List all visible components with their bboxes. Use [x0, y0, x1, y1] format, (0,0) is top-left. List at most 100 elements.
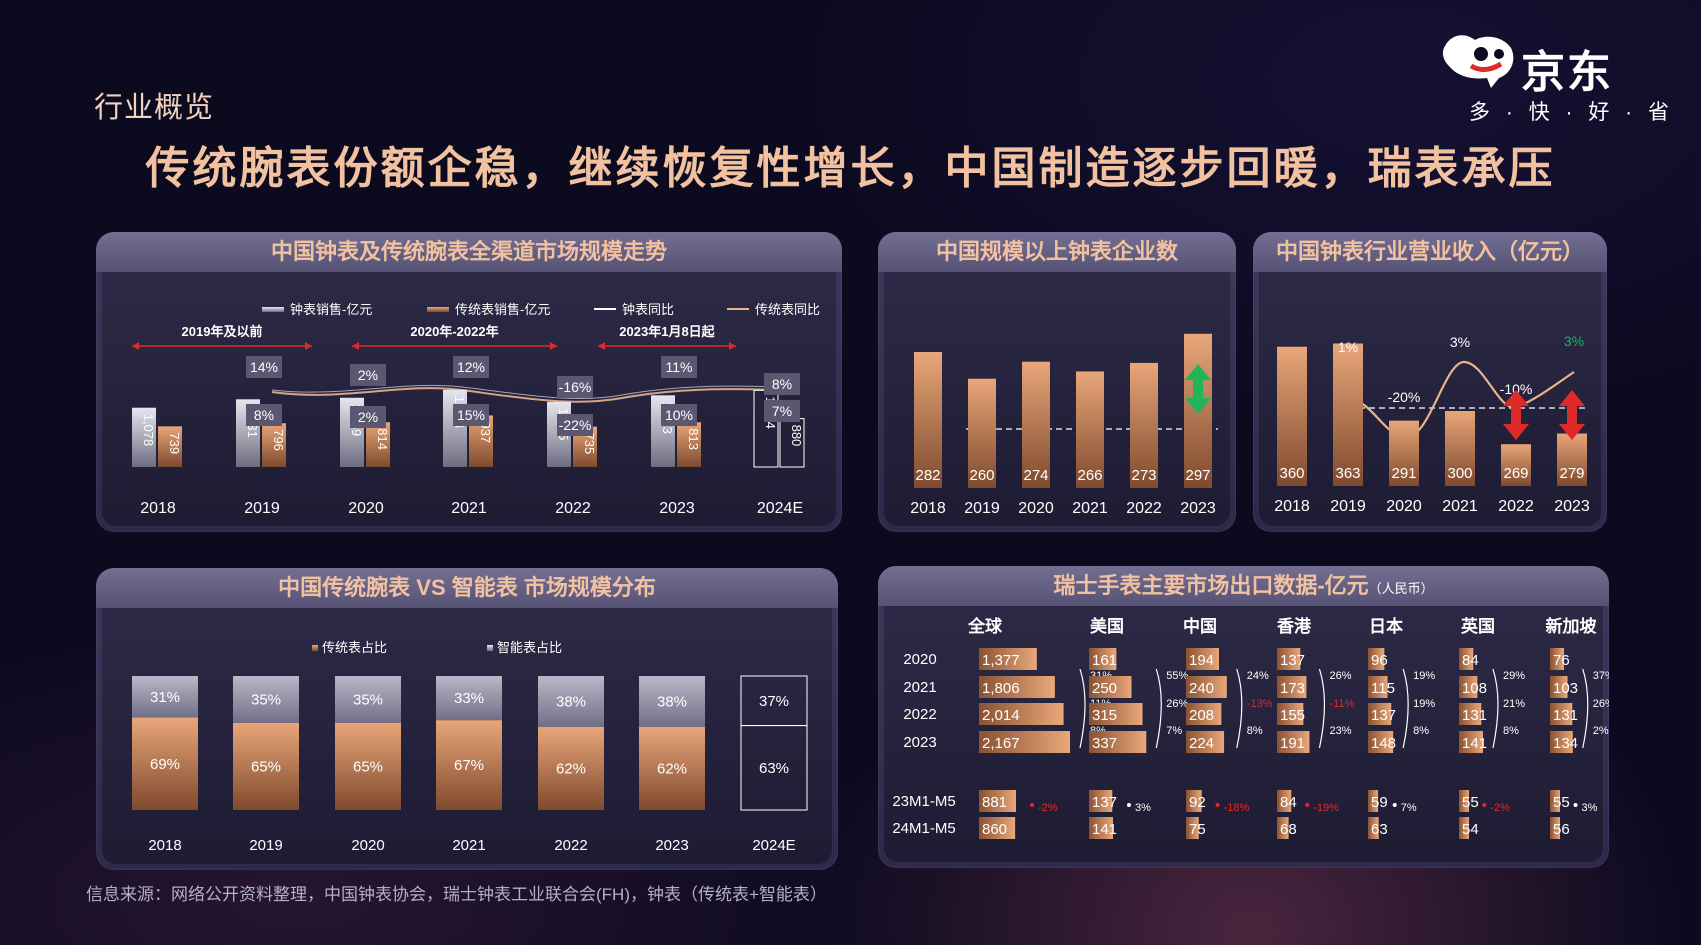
period-value-3-0: 84	[1280, 794, 1297, 811]
enterprises-title: 中国规模以上钟表企业数	[878, 232, 1236, 272]
bar-enterprises-2019	[968, 378, 996, 488]
yoy-box-traditional-1	[246, 404, 282, 426]
swiss-export-chart: 全球 美国 中国 香港 日本 英国 新加坡 2020 2021 2022 2023 23M1-M5 24…	[892, 616, 1609, 839]
yoy-traditional-2024E: 7%	[772, 403, 792, 419]
growth-bracket-4	[1402, 668, 1409, 749]
x-label-2020: 2020	[1386, 498, 1422, 515]
period-bar-4-0	[1368, 790, 1379, 812]
value-5-0: 84	[1462, 652, 1479, 669]
bar-revenue-2021	[1445, 411, 1475, 486]
jd-slogan: 多 · 快 · 好 · 省	[1469, 101, 1674, 124]
bar-4-3	[1368, 731, 1394, 753]
yoy-label-1: -20%	[1388, 389, 1421, 405]
market-header-1: 美国	[1090, 616, 1124, 636]
bar-enterprises-2018	[914, 352, 942, 488]
x-label-2019: 2019	[1330, 498, 1366, 515]
period-value-0-1: 860	[982, 821, 1007, 838]
yoy-box-clock-1	[246, 356, 282, 378]
market-size-chart: 钟表销售-亿元 传统表销售-亿元 钟表同比 传统表同比 2019年及以前 2020年-20…	[132, 302, 820, 517]
x-label-2022: 2022	[1126, 500, 1162, 517]
bar-5-0	[1459, 648, 1474, 670]
period-growth-dot-3	[1305, 803, 1310, 807]
growth-bracket-5	[1492, 668, 1499, 749]
bar-3-3	[1277, 731, 1310, 753]
x-label-2018: 2018	[148, 837, 181, 854]
value-5-3: 141	[1462, 735, 1487, 752]
bar-4-1	[1368, 676, 1388, 698]
growth-bracket-6	[1582, 668, 1589, 749]
bar-2-2	[1186, 703, 1222, 725]
red-up-down-arrow-icon-1	[1559, 390, 1585, 440]
period-bar-1-1	[1089, 817, 1113, 839]
year-label-2021: 2021	[903, 679, 936, 696]
label-smart-2019: 35%	[251, 691, 281, 708]
bar-clock-2018	[132, 407, 156, 467]
value-2-1: 240	[1189, 680, 1214, 697]
yoy-traditional-2023: 10%	[665, 407, 693, 423]
legend-label-1: 智能表占比	[497, 640, 562, 655]
label-smart-2023: 38%	[657, 693, 687, 710]
bar-value-2023: 297	[1185, 467, 1210, 484]
growth-3-0: 26%	[1329, 670, 1351, 682]
period-bar-0-1	[979, 817, 1016, 839]
value-3-0: 137	[1280, 652, 1305, 669]
green-up-down-arrow-icon	[1185, 364, 1211, 414]
growth-bracket-3	[1318, 668, 1326, 749]
value-4-2: 137	[1371, 707, 1396, 724]
market-header-4: 日本	[1369, 616, 1403, 636]
bar-traditional-2024E	[740, 725, 808, 811]
bar-traditional-2021	[436, 720, 502, 810]
bar-1-0	[1089, 648, 1117, 670]
value-3-3: 191	[1280, 735, 1305, 752]
period-bar-2-0	[1186, 790, 1202, 812]
bar-traditional-2022	[538, 726, 604, 810]
bar-6-1	[1550, 676, 1568, 698]
growth-1-0: 55%	[1166, 670, 1188, 682]
bar-5-1	[1459, 676, 1478, 698]
yoy-trend-line	[1342, 360, 1575, 439]
bar-value-2020: 291	[1391, 465, 1416, 482]
x-label-2022: 2022	[1498, 498, 1534, 515]
period-bar-6-1	[1550, 817, 1560, 839]
bar-3-0	[1277, 648, 1301, 670]
x-label-2021: 2021	[451, 500, 487, 517]
bar-value-2018: 282	[915, 467, 940, 484]
period-growth-6: 3%	[1582, 802, 1598, 814]
growth-4-2: 8%	[1413, 725, 1429, 737]
x-label-2024E: 2024E	[752, 837, 795, 854]
x-label-2020: 2020	[351, 837, 384, 854]
period-bar-2-1	[1186, 817, 1199, 839]
yoy-clock-2021: 12%	[457, 359, 485, 375]
growth-5-0: 29%	[1503, 670, 1525, 682]
period-bar-5-1	[1459, 817, 1469, 839]
period-growth-1: 3%	[1135, 802, 1151, 814]
yoy-box-traditional-6	[764, 400, 800, 422]
bar-traditional-2023	[677, 422, 701, 467]
page-headline: 传统腕表份额企稳，继续恢复性增长，中国制造逐步回暖，瑞表承压	[145, 144, 1556, 193]
period-growth-3: -19%	[1313, 802, 1339, 814]
label-traditional-2021: 67%	[454, 757, 484, 774]
bar-smart-2023	[639, 676, 705, 727]
bar-value-2021: 266	[1077, 467, 1102, 484]
jd-dog-logo-icon	[1442, 35, 1514, 88]
period-growth-2: -18%	[1224, 802, 1250, 814]
x-label-2021: 2021	[1442, 498, 1478, 515]
period-label-0: 23M1-M5	[892, 793, 955, 810]
x-label-2023: 2023	[655, 837, 688, 854]
bar-label-traditional-2021: 937	[478, 421, 493, 443]
growth-5-1: 21%	[1503, 698, 1525, 710]
market-size-panel: 中国钟表及传统腕表全渠道市场规模走势 钟表销售-亿元 传统表销售-亿元 钟表同比 传统…	[96, 232, 842, 532]
legend-label-0: 传统表占比	[322, 640, 387, 655]
growth-bracket-0	[1079, 668, 1086, 749]
label-smart-2024E: 37%	[759, 693, 789, 710]
value-4-1: 115	[1371, 680, 1395, 697]
growth-bracket-2	[1236, 668, 1243, 749]
bar-0-1	[979, 676, 1055, 698]
x-label-2019: 2019	[249, 837, 282, 854]
period-bar-3-1	[1277, 817, 1289, 839]
market-header-2: 中国	[1183, 616, 1217, 636]
x-label-2021: 2021	[452, 837, 485, 854]
bar-6-2	[1550, 703, 1573, 725]
yoy-label-2: 3%	[1450, 334, 1470, 350]
x-label-2018: 2018	[910, 500, 946, 517]
